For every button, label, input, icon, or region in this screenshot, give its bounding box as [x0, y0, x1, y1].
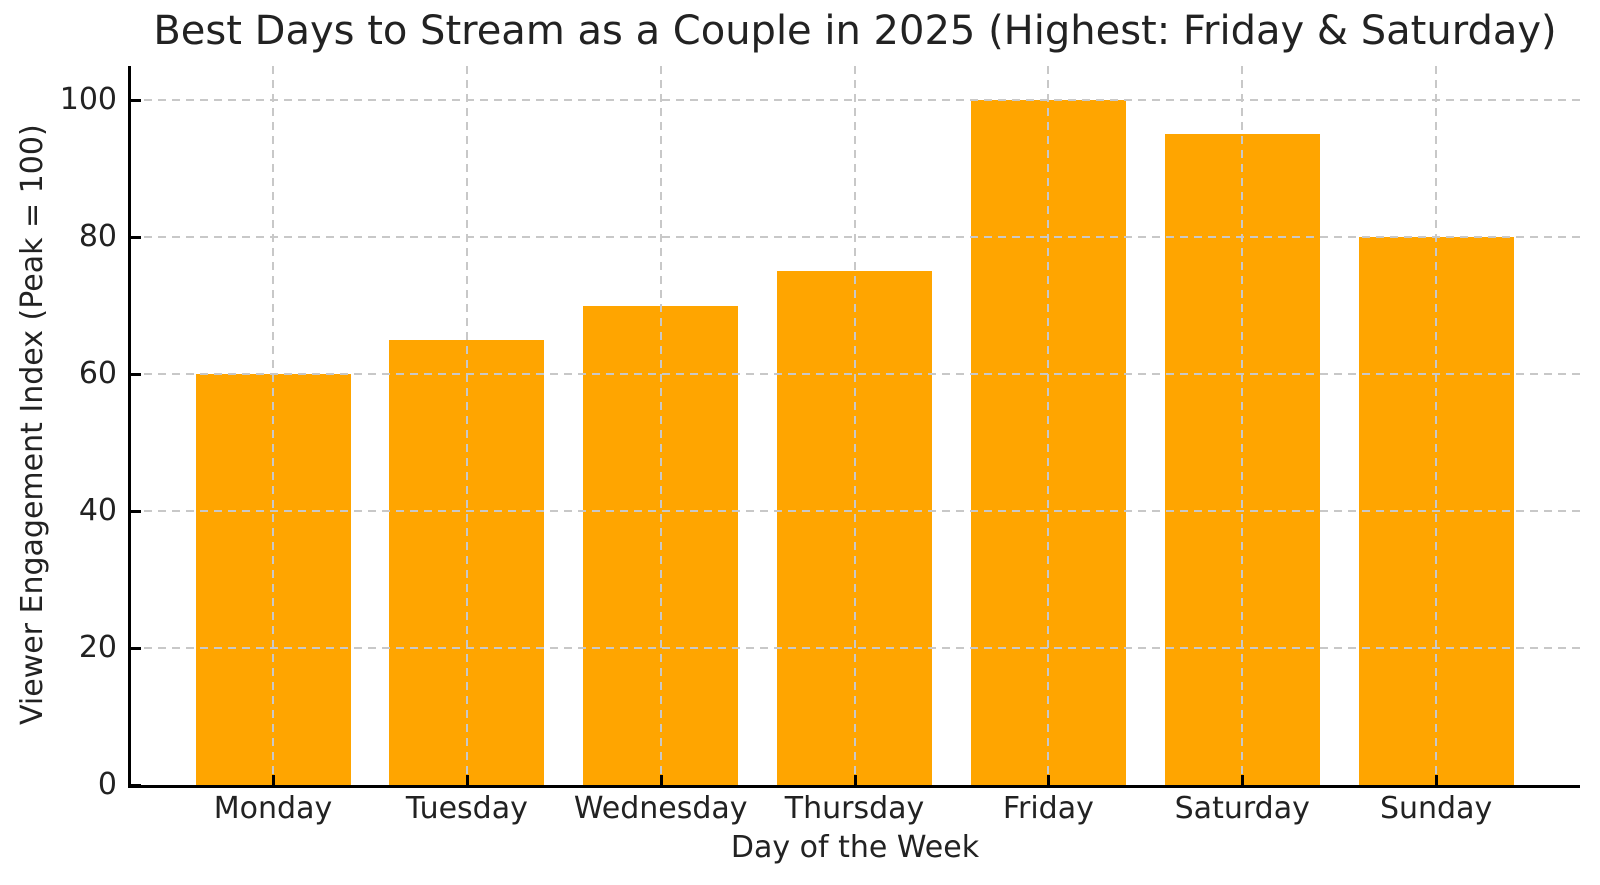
x-tick-thursday: [853, 775, 857, 785]
x-tick-wednesday: [659, 775, 663, 785]
chart-title: Best Days to Stream as a Couple in 2025 …: [153, 8, 1557, 54]
v-gridline-saturday: [1241, 66, 1244, 785]
y-tick-label-0: 0: [97, 767, 117, 802]
x-tick-monday: [272, 775, 275, 785]
x-tick-saturday: [1241, 775, 1245, 785]
x-tick-label-thursday: Thursday: [784, 791, 925, 826]
y-tick-label-40: 40: [78, 493, 117, 528]
spine-left: [128, 66, 131, 788]
x-tick-tuesday: [465, 775, 469, 785]
x-axis-label: Day of the Week: [730, 830, 980, 865]
v-gridline-tuesday: [465, 66, 468, 785]
y-tick-0: [131, 784, 141, 787]
y-tick-label-80: 80: [78, 219, 117, 254]
x-tick-label-tuesday: Tuesday: [405, 791, 528, 826]
y-tick-40: [131, 510, 141, 513]
x-tick-label-monday: Monday: [213, 791, 333, 826]
v-gridline-wednesday: [659, 66, 662, 785]
spine-bottom: [128, 785, 1580, 788]
v-gridline-monday: [272, 66, 274, 785]
y-tick-label-20: 20: [78, 630, 117, 665]
y-tick-label-60: 60: [78, 356, 117, 391]
x-tick-label-saturday: Saturday: [1174, 791, 1310, 826]
x-tick-sunday: [1435, 775, 1439, 785]
x-tick-label-wednesday: Wednesday: [573, 791, 748, 826]
y-tick-80: [131, 236, 141, 239]
x-tick-friday: [1047, 775, 1051, 785]
y-tick-100: [131, 99, 141, 102]
v-gridline-thursday: [853, 66, 856, 785]
y-tick-label-100: 100: [59, 82, 117, 117]
y-tick-60: [131, 373, 141, 376]
x-tick-label-friday: Friday: [1002, 791, 1094, 826]
x-tick-label-sunday: Sunday: [1379, 791, 1493, 826]
y-tick-20: [131, 647, 141, 650]
v-gridline-sunday: [1435, 66, 1438, 785]
v-gridline-friday: [1047, 66, 1050, 785]
